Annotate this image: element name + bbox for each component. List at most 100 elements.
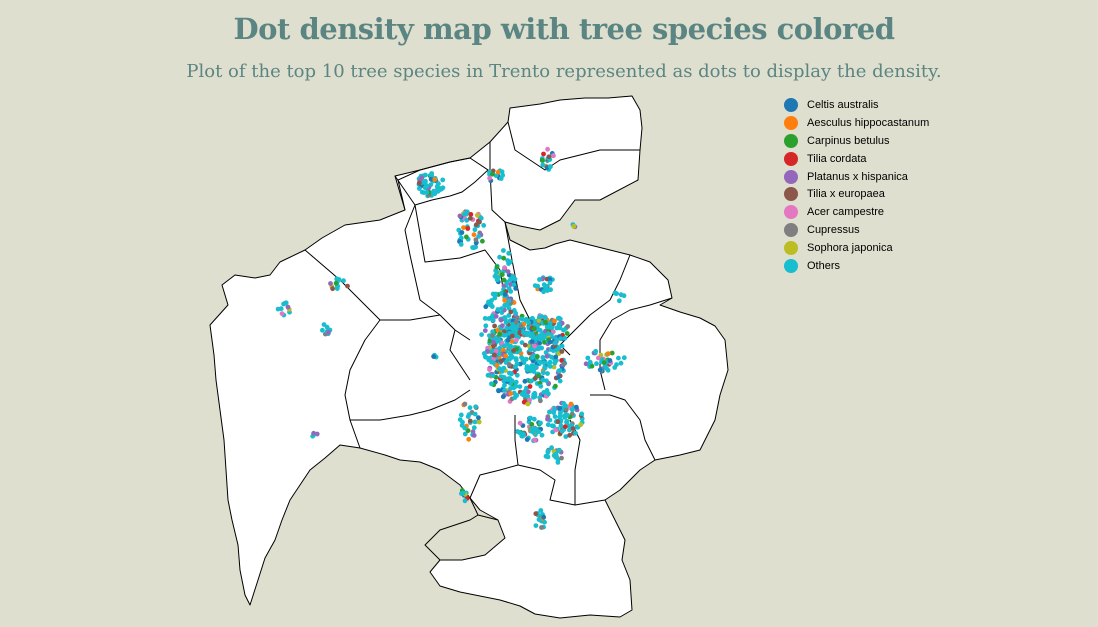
tree-dot bbox=[517, 384, 523, 389]
tree-dot bbox=[330, 286, 335, 292]
tree-dot bbox=[509, 324, 515, 330]
tree-dot bbox=[472, 419, 478, 425]
tree-dot bbox=[495, 277, 500, 283]
tree-dot bbox=[621, 293, 627, 299]
tree-dot bbox=[522, 342, 528, 348]
tree-dot bbox=[570, 407, 575, 413]
tree-dot bbox=[489, 359, 494, 365]
tree-dot bbox=[476, 419, 482, 425]
tree-dot bbox=[531, 326, 537, 332]
tree-dot bbox=[282, 300, 288, 306]
district-line-16 bbox=[611, 297, 673, 321]
tree-dot bbox=[559, 349, 565, 354]
tree-dot bbox=[493, 291, 498, 297]
tree-dot bbox=[439, 186, 444, 192]
tree-dot bbox=[459, 230, 465, 235]
tree-dot bbox=[543, 319, 548, 325]
tree-dot bbox=[474, 212, 480, 218]
tree-dot bbox=[540, 377, 546, 383]
tree-dot bbox=[587, 359, 593, 365]
tree-dot bbox=[489, 381, 494, 387]
tree-dot bbox=[498, 317, 504, 323]
tree-dot bbox=[545, 331, 551, 336]
tree-dot bbox=[557, 405, 563, 411]
tree-dot bbox=[547, 320, 553, 326]
tree-dot bbox=[481, 223, 487, 228]
tree-dot bbox=[524, 437, 530, 442]
district-line-18 bbox=[424, 514, 479, 561]
legend-swatch bbox=[784, 223, 798, 238]
tree-dot bbox=[497, 254, 502, 260]
legend-label: Others bbox=[807, 259, 841, 272]
tree-dot bbox=[497, 331, 502, 337]
tree-dot bbox=[574, 404, 579, 410]
tree-dot bbox=[564, 419, 570, 424]
northern-enclave bbox=[397, 157, 489, 211]
tree-dot bbox=[556, 315, 561, 321]
tree-dot bbox=[559, 455, 564, 461]
tree-dot bbox=[462, 401, 468, 407]
tree-dot bbox=[526, 320, 531, 326]
tree-dots bbox=[275, 146, 627, 530]
page-subtitle: Plot of the top 10 tree species in Trent… bbox=[186, 61, 942, 82]
tree-dot bbox=[495, 169, 501, 175]
tree-dot bbox=[499, 306, 504, 311]
tree-dot bbox=[543, 453, 549, 459]
district-line-4 bbox=[507, 121, 640, 171]
tree-dot bbox=[548, 287, 553, 293]
tree-dot bbox=[334, 286, 340, 291]
tree-dot bbox=[552, 360, 558, 366]
tree-dot bbox=[458, 412, 464, 418]
tree-dot bbox=[547, 280, 553, 286]
tree-dot bbox=[616, 298, 622, 304]
tree-dot bbox=[543, 350, 549, 355]
district-line-11 bbox=[469, 415, 519, 499]
tree-dot bbox=[533, 511, 539, 517]
legend-label: Tilia cordata bbox=[807, 152, 867, 165]
tree-dot bbox=[502, 382, 507, 388]
tree-dot bbox=[589, 363, 595, 369]
tree-dot bbox=[483, 304, 489, 310]
tree-dot bbox=[541, 282, 547, 288]
legend-item: Sophora japonica bbox=[784, 239, 929, 257]
tree-dot bbox=[583, 361, 589, 367]
tree-dot bbox=[490, 333, 495, 338]
tree-dot bbox=[529, 333, 535, 338]
legend-swatch bbox=[784, 258, 798, 273]
tree-dot bbox=[462, 431, 468, 437]
tree-dot bbox=[558, 336, 563, 342]
tree-dot bbox=[536, 373, 541, 379]
tree-dot bbox=[481, 351, 487, 356]
tree-dot bbox=[483, 323, 489, 329]
tree-dot bbox=[434, 184, 440, 189]
tree-dot bbox=[555, 460, 561, 465]
tree-dot bbox=[561, 327, 566, 333]
tree-dot bbox=[511, 348, 516, 353]
tree-dot bbox=[482, 316, 488, 321]
tree-dot bbox=[500, 347, 506, 353]
legend-swatch bbox=[784, 115, 798, 130]
tree-dot bbox=[596, 355, 601, 361]
tree-dot bbox=[424, 190, 430, 195]
tree-dot bbox=[541, 151, 546, 157]
tree-dot bbox=[539, 345, 544, 351]
tree-dot bbox=[557, 378, 563, 384]
tree-dot bbox=[525, 401, 531, 407]
tree-dot bbox=[311, 430, 316, 436]
page-title: Dot density map with tree species colore… bbox=[233, 12, 895, 46]
tree-dot bbox=[549, 423, 555, 429]
tree-dot bbox=[321, 322, 327, 327]
tree-dot bbox=[492, 273, 498, 279]
tree-dot bbox=[477, 219, 482, 225]
tree-dot bbox=[471, 232, 477, 238]
tree-dot bbox=[546, 154, 552, 160]
tree-dot bbox=[492, 323, 497, 329]
tree-dot bbox=[498, 374, 504, 379]
legend-item: Tilia x europaea bbox=[784, 185, 929, 203]
tree-dot bbox=[513, 379, 519, 385]
tree-dot bbox=[494, 362, 500, 368]
tree-dot bbox=[423, 172, 428, 178]
tree-dot bbox=[585, 355, 591, 361]
tree-dot bbox=[513, 319, 519, 325]
tree-dot bbox=[539, 525, 544, 530]
